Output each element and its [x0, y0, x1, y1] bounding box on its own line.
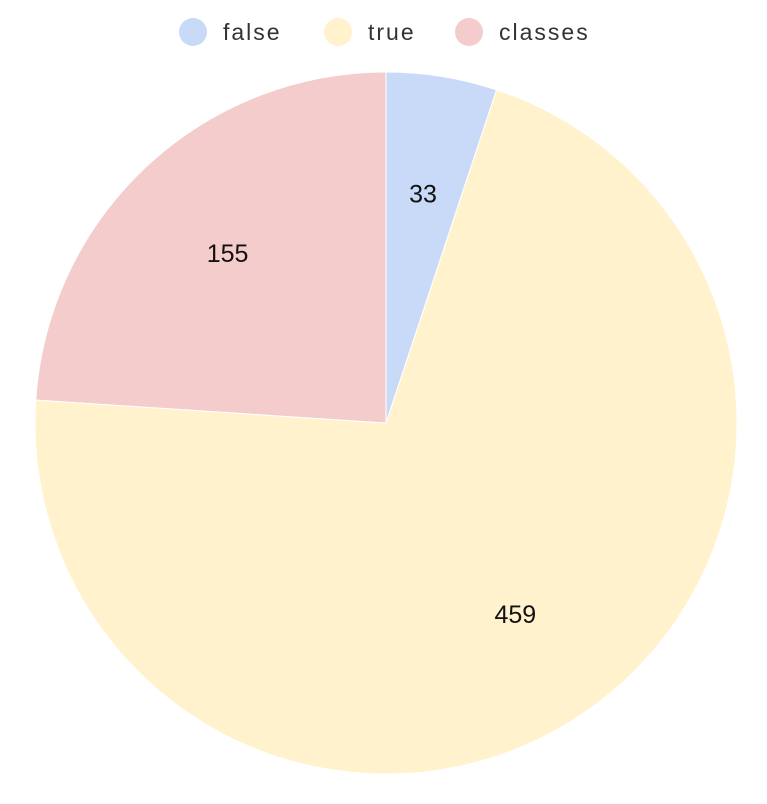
legend-item-true: true — [324, 18, 416, 46]
data-label-classes: 155 — [207, 240, 249, 268]
legend-label-classes: classes — [499, 19, 590, 45]
legend-swatch-true — [324, 18, 352, 46]
pie-slice-classes — [35, 71, 387, 424]
legend-item-false: false — [179, 18, 282, 46]
pie-slice-true — [34, 89, 738, 775]
legend-label-false: false — [223, 19, 282, 45]
chart-legend: false true classes — [179, 18, 590, 46]
legend-item-classes: classes — [455, 18, 590, 46]
data-label-false: 33 — [409, 180, 437, 208]
pie-slices — [34, 71, 738, 775]
legend-swatch-false — [179, 18, 207, 46]
data-label-true: 459 — [494, 601, 536, 629]
legend-swatch-classes — [455, 18, 483, 46]
legend-label-true: true — [368, 19, 416, 45]
pie-data-labels: 33 459 155 — [207, 180, 536, 629]
